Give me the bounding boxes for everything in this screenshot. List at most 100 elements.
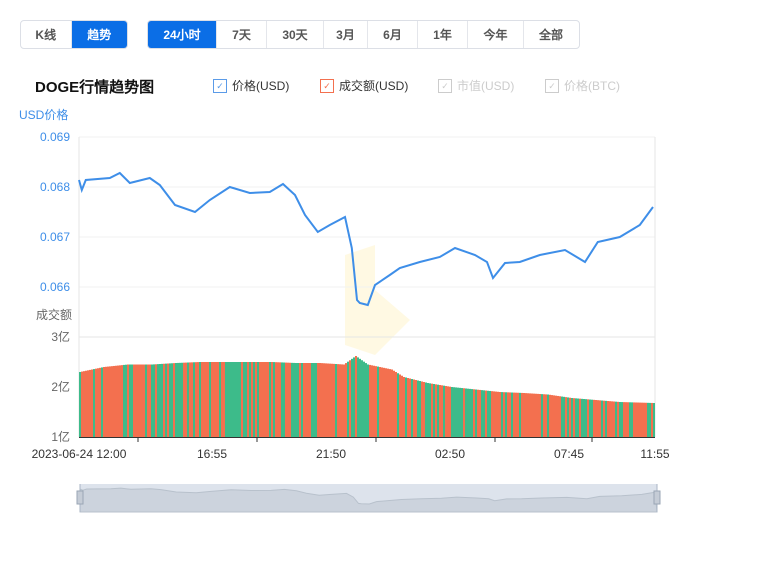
- volume-bar: [499, 392, 501, 437]
- volume-bar: [225, 362, 227, 437]
- volume-bar: [411, 379, 413, 437]
- legend-item[interactable]: ✓ 价格(USD): [213, 77, 289, 94]
- range-tab[interactable]: 1年: [418, 21, 468, 48]
- volume-bar: [239, 362, 241, 437]
- volume-bar: [197, 362, 199, 437]
- volume-bar: [303, 363, 305, 437]
- volume-bar: [635, 402, 637, 437]
- volume-bar: [653, 403, 655, 437]
- volume-bar: [99, 367, 101, 437]
- volume-bar: [279, 362, 281, 437]
- volume-bar: [567, 397, 569, 437]
- volume-bar: [495, 391, 497, 437]
- navigator-handle-left[interactable]: [76, 490, 84, 505]
- volume-bar: [221, 362, 223, 437]
- volume-bar: [325, 363, 327, 437]
- volume-bar: [249, 362, 251, 437]
- volume-bar: [419, 381, 421, 437]
- volume-bar: [193, 362, 195, 437]
- volume-bar: [155, 364, 157, 437]
- trend-tab[interactable]: 趋势: [71, 21, 127, 48]
- volume-bar: [581, 398, 583, 437]
- x-tick-label: 16:55: [197, 447, 227, 461]
- range-tab[interactable]: 24小时: [148, 21, 217, 48]
- legend-item[interactable]: ✓ 市值(USD): [438, 77, 514, 94]
- volume-bar: [265, 362, 267, 437]
- checkbox-icon[interactable]: ✓: [545, 78, 559, 93]
- volume-bar: [89, 369, 91, 437]
- volume-bar: [485, 390, 487, 437]
- volume-bar: [273, 362, 275, 437]
- volume-bar: [327, 363, 329, 437]
- volume-bar: [353, 357, 355, 437]
- volume-bar: [81, 371, 83, 437]
- volume-bar: [409, 378, 411, 437]
- volume-bar: [583, 399, 585, 437]
- volume-bar: [169, 363, 171, 437]
- volume-bar: [503, 392, 505, 437]
- range-tab[interactable]: 6月: [368, 21, 418, 48]
- volume-bar: [143, 364, 145, 437]
- volume-bar: [507, 392, 509, 437]
- range-tab[interactable]: 3月: [324, 21, 368, 48]
- volume-bar: [241, 362, 243, 437]
- volume-bar: [537, 393, 539, 437]
- volume-bar: [627, 402, 629, 437]
- volume-bar: [607, 401, 609, 437]
- volume-bar: [343, 364, 345, 437]
- volume-bar: [453, 387, 455, 437]
- volume-bar: [379, 367, 381, 437]
- volume-bar: [441, 385, 443, 437]
- legend-item[interactable]: ✓ 成交额(USD): [320, 77, 408, 94]
- volume-bar: [505, 392, 507, 437]
- volume-bar: [171, 363, 173, 437]
- kline-tab[interactable]: K线: [21, 21, 72, 48]
- volume-bar: [631, 402, 633, 437]
- range-tab[interactable]: 7天: [217, 21, 267, 48]
- volume-bar: [187, 362, 189, 437]
- volume-bar: [549, 394, 551, 437]
- checkbox-icon[interactable]: ✓: [320, 78, 334, 93]
- volume-bar: [97, 368, 99, 437]
- volume-bar: [431, 383, 433, 437]
- volume-bar: [125, 364, 127, 437]
- volume-bar: [311, 363, 313, 437]
- range-tab[interactable]: 全部: [538, 28, 563, 42]
- volume-bar: [261, 362, 263, 437]
- volume-bar: [227, 362, 229, 437]
- volume-bar: [309, 363, 311, 437]
- volume-bar: [553, 395, 555, 437]
- volume-bar: [375, 366, 377, 437]
- volume-bar: [415, 380, 417, 437]
- volume-bar: [357, 357, 359, 437]
- checkbox-icon[interactable]: ✓: [438, 78, 452, 93]
- volume-bar: [199, 362, 201, 437]
- volume-bar: [185, 362, 187, 437]
- volume-bar: [573, 398, 575, 437]
- volume-bar: [427, 383, 429, 437]
- legend-item[interactable]: ✓ 价格(BTC): [545, 77, 620, 94]
- volume-bar: [555, 395, 557, 437]
- x-tick-label: 02:50: [435, 447, 465, 461]
- volume-bar: [395, 372, 397, 437]
- navigator-handle-right[interactable]: [653, 490, 661, 505]
- volume-bar: [449, 386, 451, 437]
- volume-bar: [319, 363, 321, 437]
- range-tab[interactable]: 30天: [267, 21, 324, 48]
- checkbox-icon[interactable]: ✓: [213, 78, 227, 93]
- range-tab[interactable]: 今年: [468, 21, 524, 48]
- x-tick-label: 2023-06-24 12:00: [32, 447, 127, 461]
- volume-bar: [531, 393, 533, 437]
- volume-bar: [285, 362, 287, 437]
- volume-bar: [123, 364, 125, 437]
- volume-bar: [229, 362, 231, 437]
- volume-bar: [591, 399, 593, 437]
- volume-tick-label: 3亿: [51, 329, 70, 344]
- volume-bar: [243, 362, 245, 437]
- volume-bar: [365, 363, 367, 437]
- volume-bar: [209, 362, 211, 437]
- volume-bar: [151, 364, 153, 437]
- volume-bar: [645, 402, 647, 437]
- volume-bar: [115, 365, 117, 437]
